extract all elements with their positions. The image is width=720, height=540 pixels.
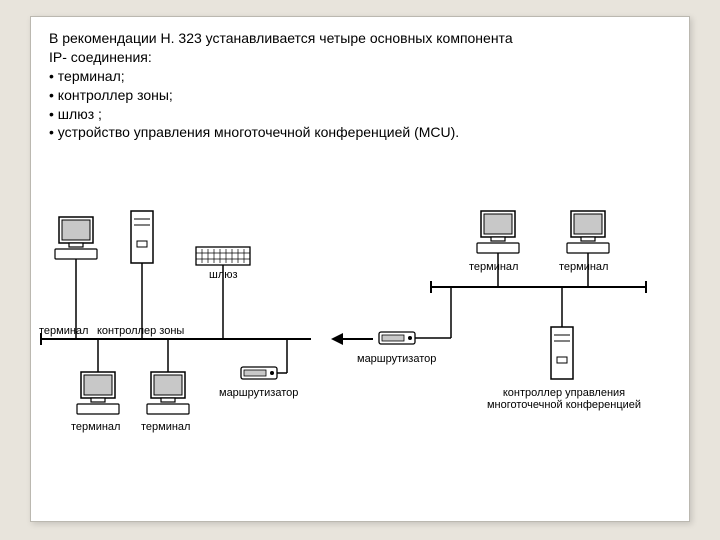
bullet-terminal: • терминал;	[49, 67, 513, 86]
bullet-mcu: • устройство управления многоточечной ко…	[49, 123, 513, 142]
bullet-zone-controller: • контроллер зоны;	[49, 86, 513, 105]
label-router-right: маршрутизатор	[357, 353, 436, 365]
label-gateway: шлюз	[209, 269, 238, 281]
intro-line-2: IP- соединения:	[49, 48, 513, 67]
label-zone-controller: контроллер зоны	[97, 325, 184, 337]
label-terminal-bottom-b: терминал	[141, 421, 190, 433]
intro-text-block: В рекомендации H. 323 устанавливается че…	[49, 29, 513, 142]
bullet-gateway: • шлюз ;	[49, 105, 513, 124]
label-mcu-line2: многоточечной конференцией	[487, 399, 641, 411]
label-terminal-bottom-a: терминал	[71, 421, 120, 433]
slide-card: В рекомендации H. 323 устанавливается че…	[30, 16, 690, 522]
label-mcu-line1: контроллер управления	[503, 387, 625, 399]
label-mcu: контроллер управления многоточечной конф…	[479, 387, 649, 411]
network-diagram: терминал контроллер зоны шлюз терминал т…	[31, 177, 691, 517]
label-terminal-top-left: терминал	[39, 325, 88, 337]
label-router-left: маршрутизатор	[219, 387, 298, 399]
label-terminal-r1: терминал	[469, 261, 518, 273]
diagram-svg	[31, 177, 691, 517]
label-terminal-r2: терминал	[559, 261, 608, 273]
intro-line-1: В рекомендации H. 323 устанавливается че…	[49, 29, 513, 48]
